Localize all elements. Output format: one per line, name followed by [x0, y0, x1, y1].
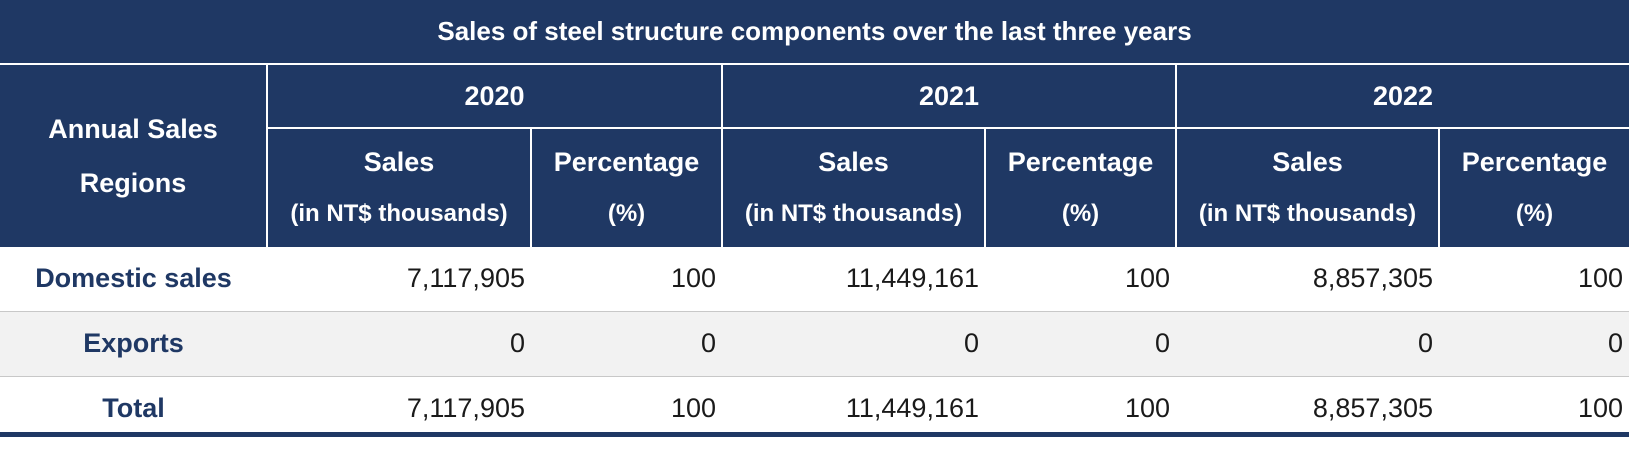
cell-sales-2021: 11,449,161 [722, 247, 985, 312]
sales-header-2020: Sales (in NT$ thousands) [266, 128, 531, 247]
sales-header-label: Sales [818, 147, 889, 177]
table-row-domestic-sales: Domestic sales 7,117,905 100 11,449,161 … [0, 247, 1629, 312]
cell-sales-2022: 8,857,305 [1176, 376, 1439, 440]
cell-percentage-2020: 100 [531, 247, 722, 312]
table-row-total: Total 7,117,905 100 11,449,161 100 8,857… [0, 376, 1629, 440]
cell-percentage-2021: 100 [985, 247, 1176, 312]
cell-sales-2021: 0 [722, 311, 985, 377]
cell-sales-2020: 0 [267, 311, 531, 377]
cell-percentage-2020: 100 [531, 376, 722, 440]
cell-percentage-2021: 0 [985, 311, 1176, 377]
cell-sales-2020: 7,117,905 [267, 247, 531, 312]
percentage-header-unit: (%) [607, 200, 646, 227]
sales-header-unit: (in NT$ thousands) [1198, 200, 1417, 227]
percentage-header-label: Percentage [553, 147, 700, 177]
percentage-header-unit: (%) [1515, 200, 1554, 227]
percentage-header-2020: Percentage (%) [530, 128, 722, 247]
sales-header-label: Sales [1272, 147, 1343, 177]
sales-table: Sales of steel structure components over… [0, 0, 1629, 440]
table-row-exports: Exports 0 0 0 0 0 0 [0, 311, 1629, 377]
percentage-header-label: Percentage [1007, 147, 1154, 177]
cell-percentage-2022: 100 [1439, 247, 1629, 312]
percentage-header-2022: Percentage (%) [1437, 128, 1629, 247]
sales-header-label: Sales [363, 147, 435, 177]
year-header-2021: 2021 [721, 64, 1176, 129]
bottom-border-bar [0, 432, 1629, 437]
row-label: Exports [0, 311, 267, 377]
row-label: Domestic sales [0, 247, 267, 312]
year-header-2020: 2020 [266, 64, 722, 129]
cell-percentage-2022: 0 [1439, 311, 1629, 377]
region-header-line2: Regions [79, 168, 187, 198]
cell-sales-2020: 7,117,905 [267, 376, 531, 440]
table-title: Sales of steel structure components over… [0, 0, 1629, 65]
region-header-line1: Annual Sales [48, 114, 218, 144]
percentage-header-label: Percentage [1461, 147, 1608, 177]
cell-sales-2022: 0 [1176, 311, 1439, 377]
cell-percentage-2020: 0 [531, 311, 722, 377]
cell-sales-2022: 8,857,305 [1176, 247, 1439, 312]
cell-percentage-2021: 100 [985, 376, 1176, 440]
sales-header-unit: (in NT$ thousands) [744, 200, 963, 227]
percentage-header-unit: (%) [1061, 200, 1100, 227]
region-header: Annual Sales Regions [0, 64, 267, 247]
year-header-2022: 2022 [1174, 64, 1629, 129]
sales-header-unit: (in NT$ thousands) [290, 200, 508, 227]
cell-sales-2021: 11,449,161 [722, 376, 985, 440]
sales-header-2021: Sales (in NT$ thousands) [721, 128, 985, 247]
sales-header-2022: Sales (in NT$ thousands) [1175, 128, 1439, 247]
row-label: Total [0, 376, 267, 440]
percentage-header-2021: Percentage (%) [984, 128, 1176, 247]
cell-percentage-2022: 100 [1439, 376, 1629, 440]
